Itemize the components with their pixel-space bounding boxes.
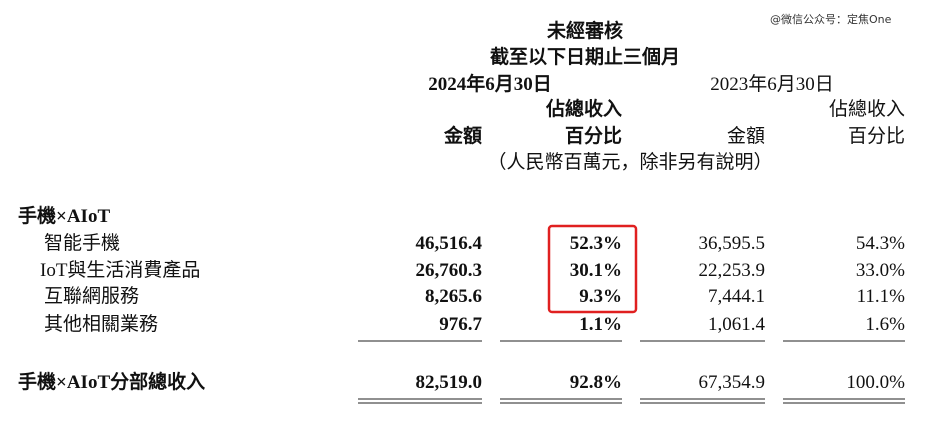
cell-value: 9.3%	[579, 286, 622, 307]
watermark: @微信公众号：定焦One	[770, 13, 892, 26]
cell-value: 100.0%	[846, 372, 905, 393]
header: 2024年6月30日	[428, 74, 552, 95]
column-header: 佔總收入	[828, 99, 905, 120]
cell-value: 67,354.9	[698, 372, 766, 393]
cell-value: 82,519.0	[415, 372, 483, 393]
column-header: 百分比	[847, 126, 905, 147]
header: 2023年6月30日	[710, 74, 834, 95]
cell-value: 1.6%	[865, 314, 905, 335]
row-label: 手機×AIoT分部總收入	[18, 372, 206, 393]
column-header: 金額	[443, 126, 482, 147]
cell-value: 8,265.6	[425, 286, 482, 307]
column-header: 佔總收入	[545, 99, 622, 120]
section-title: 手機×AIoT	[18, 206, 111, 227]
cell-value: 11.1%	[856, 286, 905, 307]
cell-value: 46,516.4	[415, 233, 483, 254]
column-header: 百分比	[564, 126, 622, 147]
row-label: 其他相關業務	[44, 314, 159, 335]
cell-value: 92.8%	[569, 372, 622, 393]
header: 截至以下日期止三個月	[489, 47, 681, 68]
cell-value: 7,444.1	[708, 286, 765, 307]
cell-value: 26,760.3	[415, 260, 483, 281]
cell-value: 30.1%	[569, 260, 622, 281]
highlight-box	[547, 224, 638, 314]
cell-value: 33.0%	[855, 260, 905, 281]
cell-value: 1.1%	[579, 314, 622, 335]
header: 未經審核	[546, 21, 624, 42]
cell-value: 22,253.9	[698, 260, 766, 281]
cell-value: 976.7	[439, 314, 482, 335]
cell-value: 1,061.4	[708, 314, 765, 335]
cell-value: 54.3%	[855, 233, 905, 254]
row-label: 智能手機	[44, 233, 121, 254]
column-header: 金額	[726, 126, 765, 147]
row-label: IoT與生活消費產品	[40, 260, 201, 281]
cell-value: 36,595.5	[698, 233, 766, 254]
row-label: 互聯網服務	[44, 286, 140, 307]
cell-value: 52.3%	[569, 233, 622, 254]
unit-note: （人民幣百萬元，除非另有說明）	[487, 152, 773, 173]
